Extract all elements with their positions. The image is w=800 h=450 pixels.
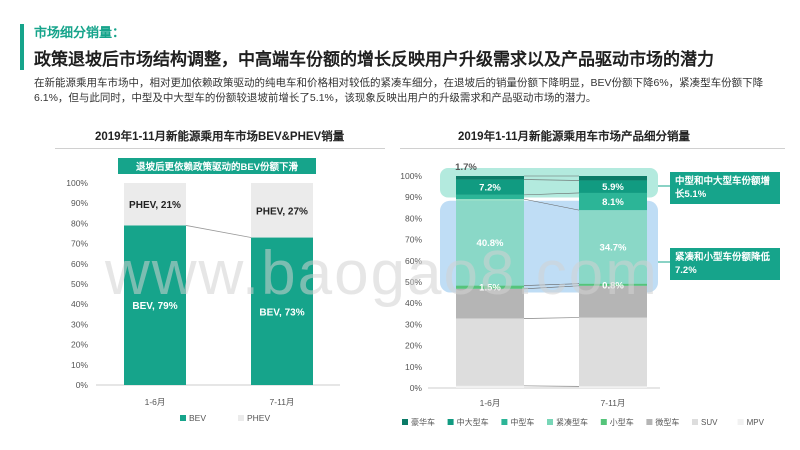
chart-1-bar-phev — [251, 183, 313, 238]
chart-2-title-divider — [400, 148, 785, 149]
chart-2-data-label: 8.1% — [602, 197, 624, 208]
chart-2-legend-label: MPV — [747, 418, 765, 427]
chart-2-legend-swatch — [547, 419, 553, 425]
chart-1-data-label: PHEV, 21% — [129, 200, 181, 211]
chart-2-legend-swatch — [600, 419, 607, 425]
chart-2-y-tick: 80% — [405, 213, 422, 223]
chart-2-y-tick: 90% — [405, 192, 422, 202]
chart-2-legend-swatch — [737, 419, 744, 425]
chart-1-legend-label: BEV — [189, 413, 206, 423]
chart-2-bar-segment — [579, 285, 647, 318]
chart-1-y-tick: 70% — [71, 239, 88, 249]
chart-1-connector — [185, 225, 252, 238]
chart-2-bar-segment — [456, 176, 524, 180]
chart-1-legend-swatch — [238, 415, 244, 421]
chart-2-data-label: 5.9% — [602, 182, 624, 193]
chart-1-y-tick: 10% — [71, 360, 88, 370]
chart-2-data-label: 40.8% — [477, 238, 504, 249]
chart-2-legend-label: 豪华车 — [411, 417, 435, 427]
chart-2-legend-swatch — [501, 419, 508, 425]
chart-2-y-tick: 30% — [405, 319, 422, 329]
chart-1-y-tick: 100% — [66, 178, 88, 188]
chart-2-bar-segment — [456, 288, 524, 319]
chart-2-bar-segment — [456, 318, 524, 386]
chart-1-legend-swatch — [180, 415, 186, 421]
chart-1-y-tick: 30% — [71, 319, 88, 329]
chart-1-bar-bev — [124, 225, 186, 385]
chart-2-bar-segment — [456, 179, 524, 195]
chart-2-bar-segment — [579, 283, 647, 286]
chart-1-title-divider — [55, 148, 385, 149]
chart-2-legend-swatch — [646, 419, 653, 425]
chart-1-y-tick: 40% — [71, 299, 88, 309]
chart-2-bar-segment — [579, 180, 647, 193]
chart-2-data-label: 34.7% — [600, 242, 627, 253]
chart-2-connector — [523, 192, 580, 196]
summary-paragraph: 在新能源乘用车市场中，相对更加依赖政策驱动的纯电车和价格相对较低的紧凑车细分，在… — [34, 77, 764, 104]
chart-2-bar-segment — [456, 199, 524, 286]
chart-1-x-tick: 1-6月 — [145, 397, 166, 407]
chart-2-connector — [523, 283, 580, 286]
chart-2-y-tick: 60% — [405, 256, 422, 266]
chart-1-data-label: PHEV, 27% — [256, 206, 308, 217]
chart-1-bar-bev — [251, 237, 313, 385]
page-headline: 政策退坡后市场结构调整，中高端车份额的增长反映用户升级需求以及产品驱动市场的潜力 — [34, 50, 714, 69]
chart-1-x-tick: 7-11月 — [270, 397, 295, 407]
chart-2-legend-label: 小型车 — [610, 417, 634, 427]
chart-2-bar-segment — [579, 317, 647, 387]
chart-2-legend-swatch — [402, 419, 408, 425]
chart-2-connector — [523, 285, 580, 290]
callout-midlarge-growth: 中型和中大型车份额增长5.1% — [670, 172, 780, 204]
chart-2-data-label: 1.7% — [455, 162, 477, 173]
chart-2-bar-segment — [579, 176, 647, 181]
chart-2-legend-label: 微型车 — [655, 417, 679, 427]
chart-1-y-tick: 50% — [71, 279, 88, 289]
chart-2-y-tick: 70% — [405, 235, 422, 245]
section-label: 市场细分销量： — [34, 25, 126, 40]
chart-2-bar-segment — [456, 285, 524, 289]
chart-2-y-tick: 40% — [405, 298, 422, 308]
chart-1-y-tick: 90% — [71, 198, 88, 208]
chart-2-data-label: 0.8% — [602, 280, 624, 291]
chart-2-legend-label: 紧凑型车 — [556, 417, 588, 427]
chart-2-y-tick: 20% — [405, 341, 422, 351]
chart-2-data-label: 1.5% — [479, 283, 501, 294]
chart-2-bar-segment — [579, 386, 647, 388]
chart-2-y-tick: 10% — [405, 362, 422, 372]
chart-2-data-label: 7.2% — [479, 183, 501, 194]
chart-2-connector — [523, 198, 580, 211]
chart-1-banner — [118, 158, 316, 174]
chart-1-banner-text: 退坡后更依赖政策驱动的BEV份额下滑 — [136, 161, 299, 173]
chart-2-legend-swatch — [447, 419, 454, 425]
chart-2-bar-segment — [579, 210, 647, 284]
chart-2-legend-label: 中大型车 — [457, 417, 489, 427]
chart-1-title: 2019年1-11月新能源乘用车市场BEV&PHEV销量 — [95, 131, 345, 143]
chart-1-bar-phev — [124, 183, 186, 226]
chart-2-x-tick: 7-11月 — [601, 398, 626, 408]
chart-2-y-tick: 50% — [405, 277, 422, 287]
chart-2-title: 2019年1-11月新能源乘用车市场产品细分销量 — [458, 131, 690, 143]
chart-1-y-tick: 80% — [71, 218, 88, 228]
callout-compact-decline: 紧凑和小型车份额降低7.2% — [670, 248, 780, 280]
chart-2-bar-segment — [456, 194, 524, 200]
chart-2-bar-segment — [456, 385, 524, 388]
chart-2-bar-segment — [579, 192, 647, 211]
chart-1-y-tick: 60% — [71, 259, 88, 269]
chart-2-x-tick: 1-6月 — [480, 398, 501, 408]
chart-2-y-tick: 100% — [400, 171, 422, 181]
chart-1-data-label: BEV, 73% — [259, 307, 304, 318]
chart-2-legend-label: 中型车 — [510, 417, 534, 427]
chart-2-y-tick: 0% — [410, 383, 423, 393]
chart-2-connector — [523, 317, 580, 319]
accent-bar — [20, 24, 24, 70]
chart-2-legend-label: SUV — [701, 418, 718, 427]
chart-1-data-label: BEV, 79% — [132, 301, 177, 312]
chart-1-y-tick: 0% — [76, 380, 89, 390]
chart-2-connector — [523, 179, 580, 181]
chart-1-y-tick: 20% — [71, 340, 88, 350]
chart-1-legend-label: PHEV — [247, 413, 270, 423]
chart-2-legend-swatch — [692, 419, 698, 425]
